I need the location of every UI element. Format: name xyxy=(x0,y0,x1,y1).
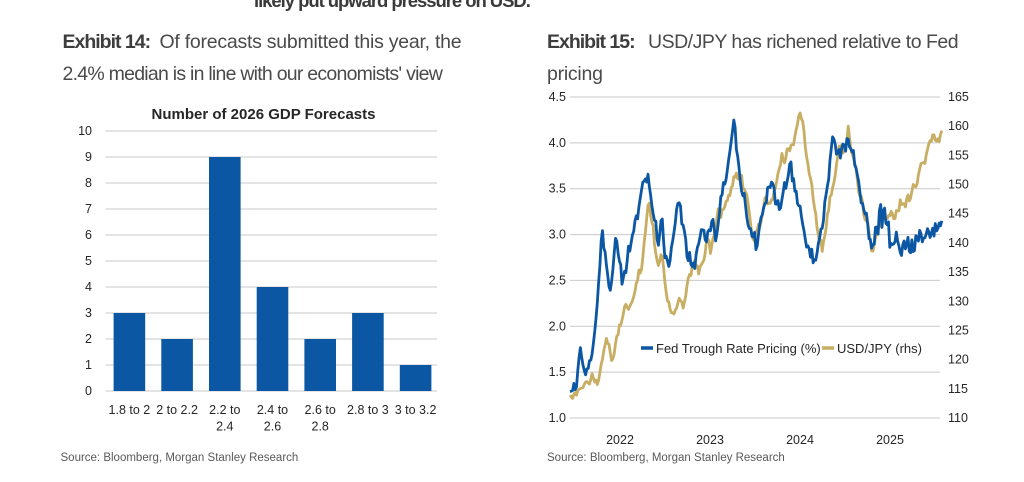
svg-text:160: 160 xyxy=(948,119,969,133)
svg-text:2.8 to 3: 2.8 to 3 xyxy=(347,403,389,417)
svg-text:4.0: 4.0 xyxy=(549,136,566,150)
svg-text:2: 2 xyxy=(85,332,92,346)
svg-text:110: 110 xyxy=(948,411,968,425)
svg-text:Fed Trough Rate Pricing (%): Fed Trough Rate Pricing (%) xyxy=(656,341,821,356)
svg-text:2 to 2.2: 2 to 2.2 xyxy=(156,403,198,417)
svg-text:2.0: 2.0 xyxy=(549,319,566,333)
svg-text:135: 135 xyxy=(948,265,969,279)
svg-text:USD/JPY (rhs): USD/JPY (rhs) xyxy=(837,341,922,356)
svg-text:150: 150 xyxy=(948,178,969,192)
svg-text:Number of 2026 GDP Forecasts: Number of 2026 GDP Forecasts xyxy=(152,106,376,123)
svg-text:125: 125 xyxy=(948,324,969,338)
svg-text:1.0: 1.0 xyxy=(549,411,566,425)
svg-text:3: 3 xyxy=(85,306,92,320)
svg-text:2.5: 2.5 xyxy=(549,273,566,287)
svg-text:2.6: 2.6 xyxy=(264,420,281,434)
svg-text:145: 145 xyxy=(948,207,969,221)
svg-text:130: 130 xyxy=(948,294,969,308)
svg-text:3 to 3.2: 3 to 3.2 xyxy=(395,403,437,417)
svg-text:3.5: 3.5 xyxy=(549,182,566,196)
svg-text:3.0: 3.0 xyxy=(549,228,566,242)
svg-text:1: 1 xyxy=(85,358,92,372)
svg-text:2.4 to: 2.4 to xyxy=(257,403,288,417)
svg-text:2022: 2022 xyxy=(606,433,634,447)
svg-text:2.4: 2.4 xyxy=(216,420,233,434)
svg-text:2025: 2025 xyxy=(876,433,904,447)
svg-text:140: 140 xyxy=(948,236,969,250)
svg-text:10: 10 xyxy=(78,124,92,138)
svg-text:115: 115 xyxy=(948,382,968,396)
svg-text:2024: 2024 xyxy=(786,433,814,447)
svg-text:0: 0 xyxy=(85,384,92,398)
svg-text:1.5: 1.5 xyxy=(549,365,566,379)
svg-text:2.6 to: 2.6 to xyxy=(305,403,336,417)
svg-text:120: 120 xyxy=(948,353,969,367)
svg-text:4.5: 4.5 xyxy=(549,90,566,104)
svg-text:155: 155 xyxy=(948,148,969,162)
svg-text:165: 165 xyxy=(948,90,969,104)
svg-text:6: 6 xyxy=(85,228,92,242)
svg-text:2023: 2023 xyxy=(696,433,724,447)
svg-text:4: 4 xyxy=(85,280,92,294)
svg-text:2.8: 2.8 xyxy=(312,420,329,434)
svg-text:1.8 to 2: 1.8 to 2 xyxy=(109,403,151,417)
svg-text:5: 5 xyxy=(85,254,92,268)
svg-text:8: 8 xyxy=(85,176,92,190)
svg-text:9: 9 xyxy=(85,150,92,164)
svg-text:2.2 to: 2.2 to xyxy=(209,403,240,417)
svg-text:7: 7 xyxy=(85,202,92,216)
